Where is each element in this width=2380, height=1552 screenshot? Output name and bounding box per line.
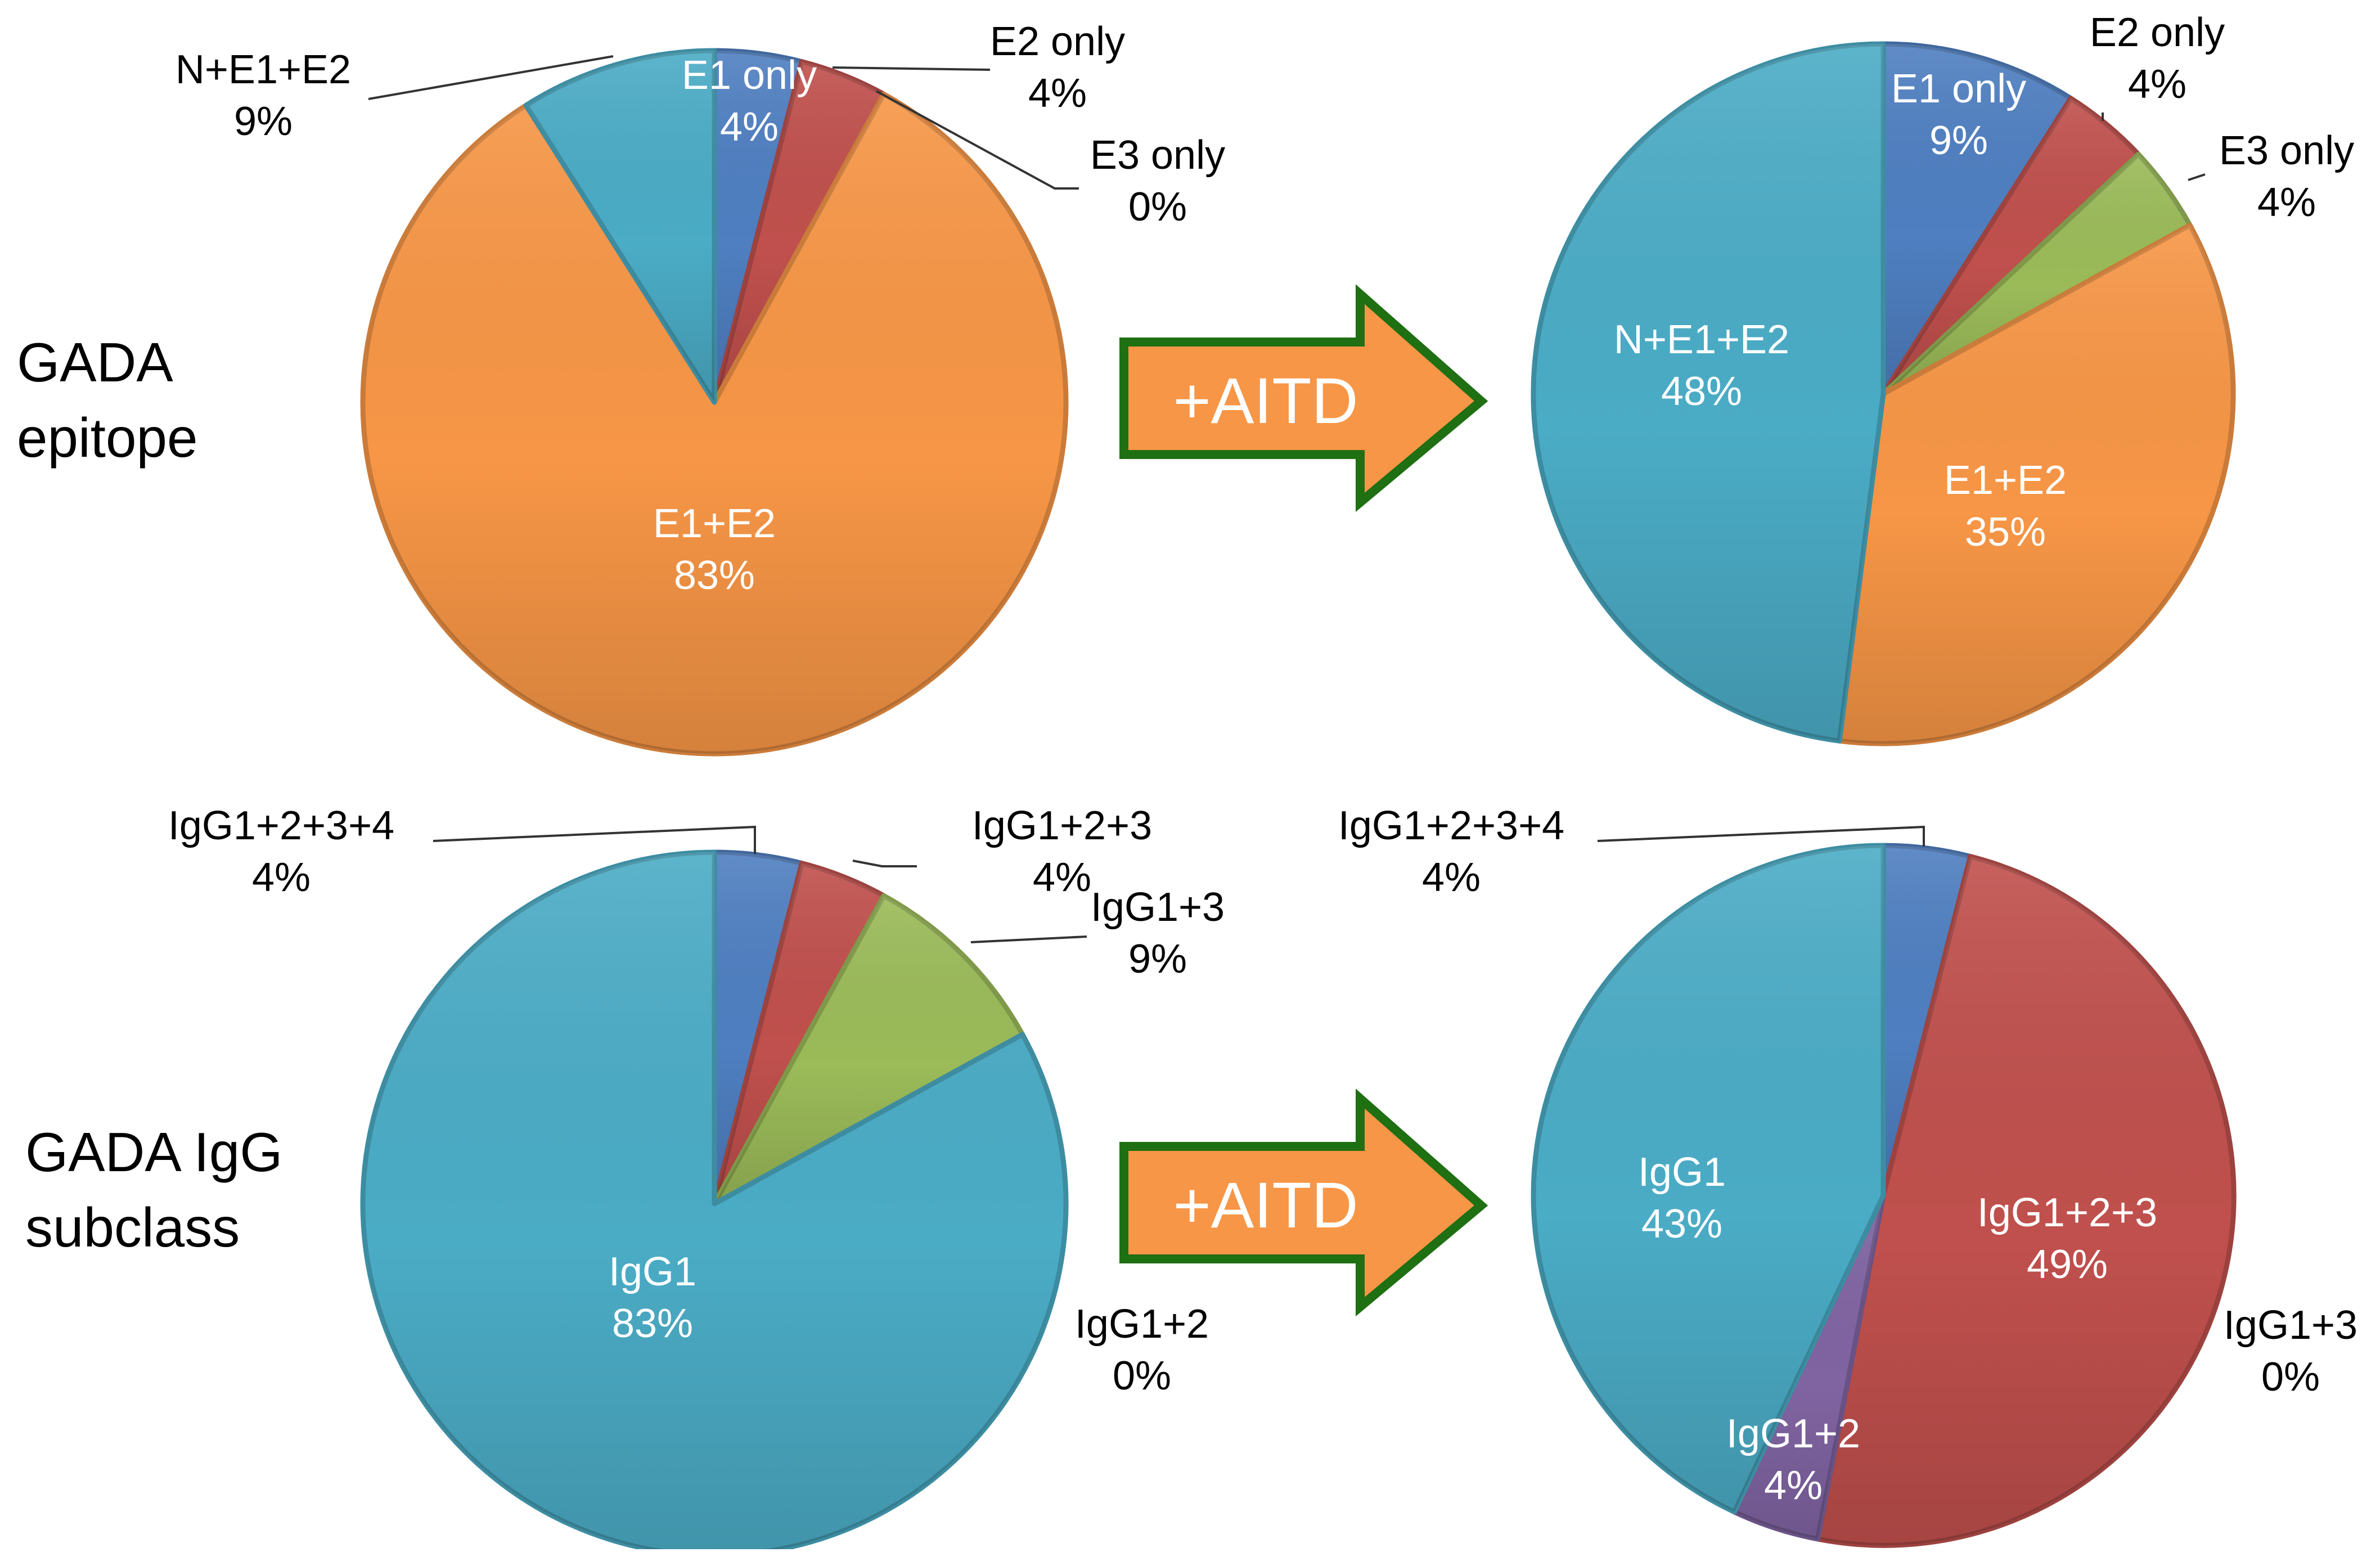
data-label-e3-only: E3 only — [1090, 133, 1225, 178]
leader-line-e3-only — [2188, 173, 2206, 181]
data-label-igg1-3: IgG1+3 — [2224, 1303, 2357, 1348]
data-label-igg1-2-3-4: IgG1+2+3+4 — [1338, 803, 1564, 848]
leader-line-igg1-2-3 — [852, 860, 917, 867]
data-label-igg1-2-3-4: IgG1+2+3+4 — [168, 803, 394, 848]
arrow-shape — [1119, 1088, 1488, 1317]
data-value-e3-only: 0% — [1128, 185, 1187, 230]
pie-slice-shading — [1533, 44, 1883, 741]
pie-slice-shading — [714, 896, 1023, 1204]
data-value-e1-e2: 35% — [1965, 510, 2046, 555]
leader-line-e3-only — [876, 90, 1079, 190]
data-value-igg1-2-3-4: 4% — [252, 855, 311, 900]
pie-slice-shading — [526, 50, 714, 402]
row-label-epitope-line2: epitope — [17, 407, 198, 469]
pie-slice-shading — [714, 863, 884, 1204]
arrow-label: +AITD — [1173, 1169, 1358, 1241]
data-value-igg1: 43% — [1641, 1202, 1722, 1247]
arrow-subclass: +AITD — [1119, 1088, 1488, 1317]
arrow-shape — [1119, 284, 1488, 512]
data-label-igg1: IgG1 — [609, 1249, 696, 1294]
data-label-e1-only: E1 only — [682, 53, 817, 98]
data-value-igg1: 83% — [612, 1301, 693, 1346]
data-label-igg1: IgG1 — [1638, 1150, 1726, 1195]
data-label-e1-e2: E1+E2 — [1944, 458, 2067, 503]
pie-subclass-after: IgG1+2+3+4 4% IgG1+2+3 49% IgG1+3 0% IgG1+2 4% I… — [1338, 803, 2357, 1548]
pie-slice-shading — [1883, 98, 2139, 394]
row-label-epitope-line1: GADA — [17, 331, 173, 393]
row-label-subclass-line2: subclass — [25, 1196, 240, 1258]
arrow-label: +AITD — [1173, 365, 1358, 437]
leader-line-igg1-3 — [970, 935, 1087, 943]
data-value-e1-e2: 83% — [674, 553, 755, 598]
data-value-igg1-2-3: 4% — [1033, 855, 1091, 900]
pie-slice-shading — [1533, 845, 1883, 1512]
data-value-igg1-2: 0% — [1113, 1353, 1171, 1398]
pie-slice-shading — [1883, 154, 2190, 394]
data-label-e3-only: E3 only — [2219, 128, 2354, 173]
data-value-e3-only: 4% — [2257, 180, 2316, 225]
data-label-igg1-2-3: IgG1+2+3 — [1977, 1190, 2157, 1235]
leader-line-n-e1-e2 — [368, 55, 614, 100]
data-value-igg1-3: 9% — [1128, 937, 1187, 982]
data-value-igg1-3: 0% — [2261, 1355, 2320, 1400]
data-value-e2-only: 4% — [2128, 62, 2186, 107]
pie-slice-shading — [1734, 1195, 1883, 1539]
arrow-epitope: +AITD — [1119, 284, 1488, 512]
pie-slice-shading — [363, 852, 1067, 1552]
data-label-igg1-3: IgG1+3 — [1091, 885, 1225, 930]
data-label-e1-e2: E1+E2 — [653, 501, 776, 546]
data-value-igg1-2-3: 49% — [2027, 1242, 2108, 1287]
data-label-e2-only: E2 only — [2090, 10, 2225, 55]
pie-slice-shading — [1883, 44, 2071, 394]
data-value-n-e1-e2: 48% — [1661, 369, 1742, 414]
data-label-igg1-2-3: IgG1+2+3 — [972, 803, 1152, 848]
pie-slice-shading — [1817, 856, 2234, 1546]
data-value-igg1-2-3-4: 4% — [1422, 855, 1481, 900]
data-value-e1-only: 4% — [720, 105, 779, 150]
pie-epitope-after: E1 only 9% E2 only 4% E3 only 4% E1+E2 35% N+E1+… — [1531, 10, 2354, 746]
pie-slice-shading — [714, 61, 884, 403]
data-label-e1-only: E1 only — [1891, 66, 2026, 111]
pie-slice-shading — [363, 94, 1067, 754]
data-value-n-e1-e2: 9% — [234, 99, 293, 144]
leader-line-igg1-2-3-4 — [1597, 825, 1925, 847]
data-label-igg1-2: IgG1+2 — [1075, 1302, 1209, 1347]
data-label-n-e1-e2: N+E1+E2 — [176, 47, 351, 92]
data-value-igg1-2: 4% — [1764, 1463, 1823, 1508]
data-value-e1-only: 9% — [1929, 118, 1988, 163]
row-label-subclass-line1: GADA IgG — [25, 1121, 283, 1183]
data-label-e2-only: E2 only — [990, 19, 1125, 64]
pie-slice-shading — [1839, 225, 2234, 744]
leader-line-e2-only — [832, 66, 991, 71]
data-label-igg1-2: IgG1+2 — [1726, 1411, 1860, 1456]
data-label-n-e1-e2: N+E1+E2 — [1614, 317, 1789, 362]
pie-subclass-before: IgG1+2+3+44%IgG1+2+34%IgG1+39%IgG1+20%Ig… — [168, 803, 1225, 1552]
leader-line-igg1-2-3-4 — [433, 825, 756, 854]
data-value-e2-only: 4% — [1028, 71, 1087, 116]
